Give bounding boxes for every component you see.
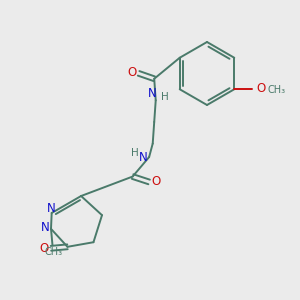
Text: O: O	[40, 242, 49, 255]
Text: N: N	[47, 202, 56, 215]
Text: N: N	[147, 87, 156, 100]
Text: N: N	[41, 221, 50, 234]
Text: O: O	[151, 176, 160, 188]
Text: H: H	[131, 148, 139, 158]
Text: CH₃: CH₃	[268, 85, 286, 95]
Text: O: O	[128, 66, 136, 79]
Text: H: H	[161, 92, 169, 102]
Text: N: N	[139, 151, 148, 164]
Text: CH₃: CH₃	[44, 247, 62, 257]
Text: O: O	[256, 82, 265, 95]
